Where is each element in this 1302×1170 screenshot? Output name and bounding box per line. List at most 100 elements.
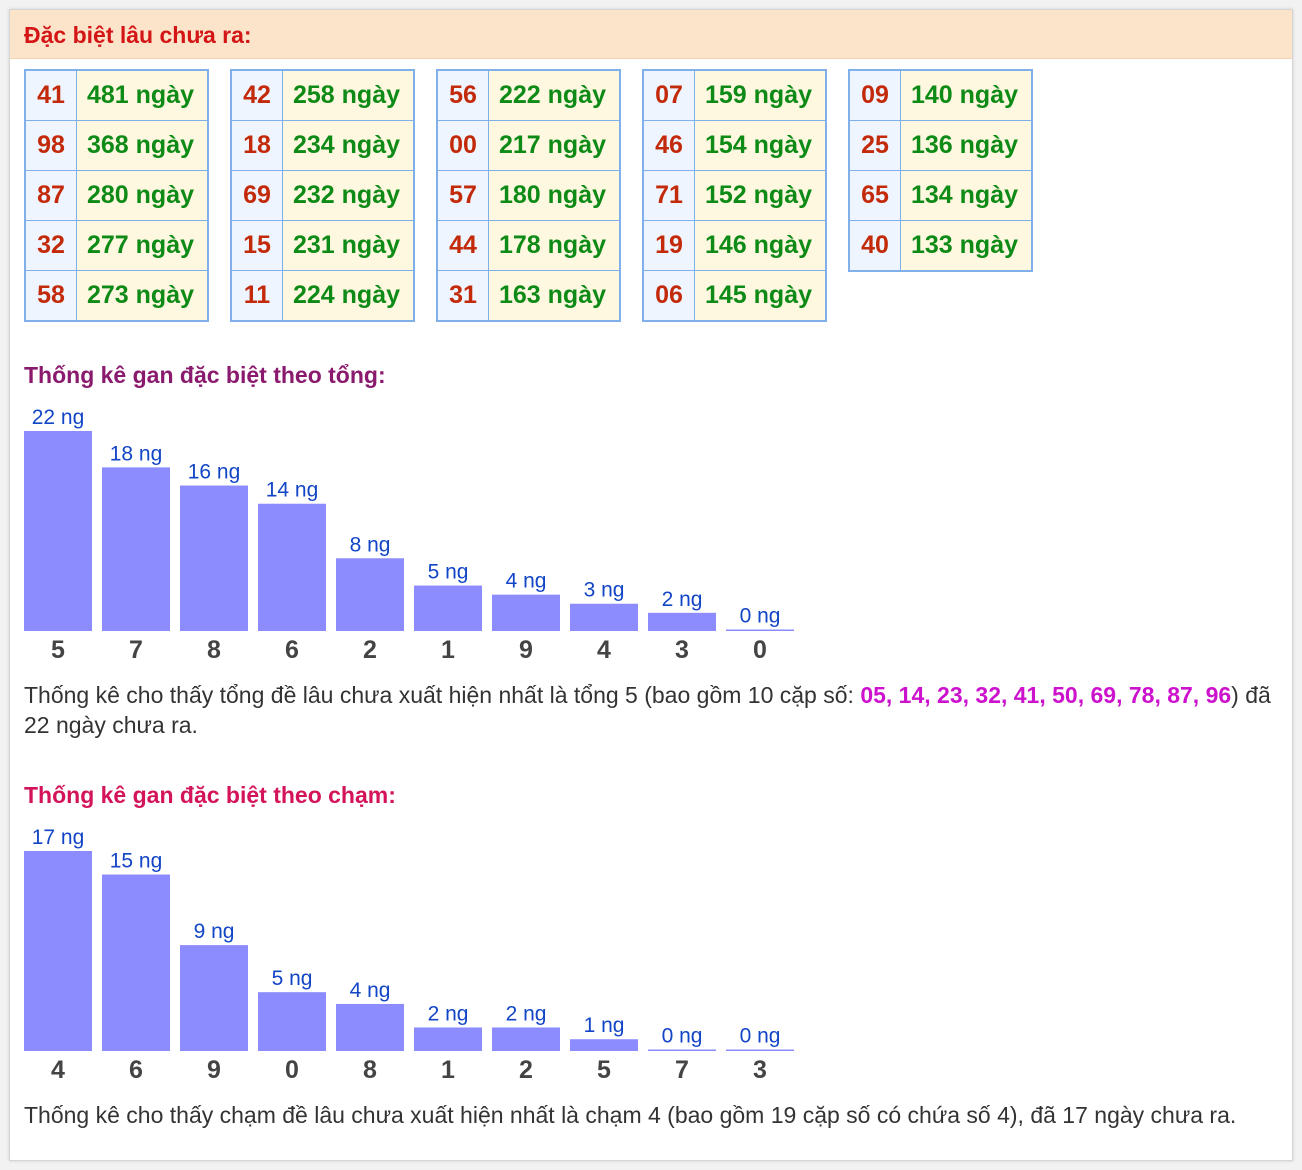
- days-absent: 234 ngày: [282, 120, 414, 171]
- tong-note-suffix: ) đã 22 ngày chưa ra.: [24, 682, 1271, 738]
- bar-value-label: 1 ng: [584, 1014, 625, 1037]
- days-absent: 217 ngày: [488, 120, 620, 171]
- days-absent: 368 ngày: [76, 120, 208, 171]
- days-absent: 134 ngày: [900, 170, 1032, 221]
- bar-value-label: 5 ng: [428, 561, 469, 584]
- category-label: 0: [285, 1056, 299, 1084]
- bar-6: [102, 874, 170, 1051]
- gan-table-4: 07 159 ngày 46 154 ngày 71 152 ngày 19 146 ngày…: [642, 69, 827, 322]
- bar-9: [180, 945, 248, 1051]
- table-row: 40 133 ngày: [848, 220, 1032, 272]
- table-row: 46 154 ngày: [642, 120, 826, 171]
- bar-value-label: 4 ng: [350, 979, 391, 1002]
- table-row: 00 217 ngày: [436, 120, 620, 171]
- gan-table-2: 42 258 ngày 18 234 ngày 69 232 ngày 15 231 ngày…: [230, 69, 415, 322]
- table-row: 65 134 ngày: [848, 170, 1032, 221]
- tong-note: Thống kê cho thấy tổng đề lâu chưa xuất …: [24, 680, 1274, 740]
- table-row: 42 258 ngày: [230, 69, 414, 121]
- table-row: 41 481 ngày: [24, 69, 208, 121]
- days-absent: 481 ngày: [76, 69, 208, 121]
- pair-number: 00: [436, 120, 489, 171]
- bar-3: [648, 612, 716, 631]
- gan-table-1: 41 481 ngày 98 368 ngày 87 280 ngày 32 277 ngày…: [24, 69, 209, 322]
- bar-7: [648, 1049, 716, 1051]
- cham-bar-chart: 17 ng 4 15 ng 6 9 ng 9 5 ng 0 4 ng 8 2 ng 1 2 ng 2 1 n…: [24, 826, 794, 1084]
- pair-number: 31: [436, 270, 489, 322]
- days-absent: 232 ngày: [282, 170, 414, 221]
- category-label: 7: [129, 636, 143, 664]
- tong-note-highlight: 05, 14, 23, 32, 41, 50, 69, 78, 87, 96: [860, 682, 1232, 708]
- pair-number: 19: [642, 220, 695, 271]
- pair-number: 98: [24, 120, 77, 171]
- pair-number: 06: [642, 270, 695, 322]
- days-absent: 146 ngày: [694, 220, 826, 271]
- pair-number: 42: [230, 69, 283, 121]
- header-title: Đặc biệt lâu chưa ra:: [24, 22, 252, 48]
- category-label: 3: [753, 1056, 767, 1084]
- bar-value-label: 15 ng: [110, 850, 163, 873]
- table-row: 69 232 ngày: [230, 170, 414, 221]
- days-absent: 152 ngày: [694, 170, 826, 221]
- category-label: 4: [51, 1056, 65, 1084]
- pair-number: 56: [436, 69, 489, 121]
- days-absent: 140 ngày: [900, 69, 1032, 121]
- bar-value-label: 0 ng: [740, 1025, 781, 1048]
- bar-value-label: 8 ng: [350, 533, 391, 556]
- pair-number: 32: [24, 220, 77, 271]
- header-bar: Đặc biệt lâu chưa ra:: [10, 10, 1292, 59]
- table-row: 06 145 ngày: [642, 270, 826, 322]
- table-row: 71 152 ngày: [642, 170, 826, 221]
- bar-4: [570, 603, 638, 631]
- bar-value-label: 2 ng: [506, 1002, 547, 1025]
- pair-number: 69: [230, 170, 283, 221]
- days-absent: 277 ngày: [76, 220, 208, 271]
- bar-2: [492, 1027, 560, 1051]
- bar-value-label: 9 ng: [194, 920, 235, 943]
- pair-number: 46: [642, 120, 695, 171]
- category-label: 1: [441, 1056, 455, 1084]
- category-label: 5: [597, 1056, 611, 1084]
- bar-value-label: 14 ng: [266, 479, 319, 502]
- days-absent: 133 ngày: [900, 220, 1032, 272]
- bar-value-label: 4 ng: [506, 570, 547, 593]
- table-row: 15 231 ngày: [230, 220, 414, 271]
- table-row: 98 368 ngày: [24, 120, 208, 171]
- category-label: 7: [675, 1056, 689, 1084]
- days-absent: 258 ngày: [282, 69, 414, 121]
- bar-1: [414, 585, 482, 631]
- table-row: 57 180 ngày: [436, 170, 620, 221]
- bar-value-label: 17 ng: [32, 826, 85, 849]
- category-label: 0: [753, 636, 767, 664]
- days-absent: 163 ngày: [488, 270, 620, 322]
- pair-number: 41: [24, 69, 77, 121]
- pair-number: 09: [848, 69, 901, 121]
- days-absent: 154 ngày: [694, 120, 826, 171]
- cham-note: Thống kê cho thấy chạm đề lâu chưa xuất …: [24, 1102, 1237, 1128]
- days-absent: 159 ngày: [694, 69, 826, 121]
- bar-value-label: 22 ng: [32, 406, 85, 429]
- table-row: 87 280 ngày: [24, 170, 208, 221]
- table-row: 56 222 ngày: [436, 69, 620, 121]
- days-absent: 145 ngày: [694, 270, 826, 322]
- cham-section-title: Thống kê gan đặc biệt theo chạm:: [24, 782, 396, 808]
- table-row: 25 136 ngày: [848, 120, 1032, 171]
- bar-4: [24, 851, 92, 1051]
- days-absent: 180 ngày: [488, 170, 620, 221]
- table-row: 44 178 ngày: [436, 220, 620, 271]
- bar-value-label: 0 ng: [662, 1025, 703, 1048]
- bar-value-label: 2 ng: [662, 588, 703, 611]
- days-absent: 224 ngày: [282, 270, 414, 322]
- pair-number: 07: [642, 69, 695, 121]
- days-absent: 178 ngày: [488, 220, 620, 271]
- category-label: 2: [363, 636, 377, 664]
- bar-8: [180, 485, 248, 631]
- bar-2: [336, 558, 404, 631]
- days-absent: 231 ngày: [282, 220, 414, 271]
- category-label: 2: [519, 1056, 533, 1084]
- category-label: 4: [597, 636, 611, 664]
- table-row: 19 146 ngày: [642, 220, 826, 271]
- pair-number: 58: [24, 270, 77, 322]
- days-absent: 273 ngày: [76, 270, 208, 322]
- pair-number: 57: [436, 170, 489, 221]
